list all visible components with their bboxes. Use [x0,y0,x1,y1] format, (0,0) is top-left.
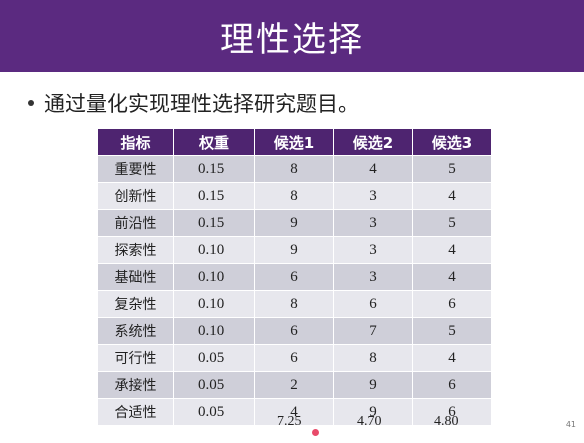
table-row: 基础性 0.10 6 3 4 [97,263,492,291]
criterion-name: 复杂性 [97,290,174,318]
criterion-name: 创新性 [97,182,174,210]
criterion-weight: 0.05 [173,371,255,399]
candidate-2-score: 6 [333,290,413,318]
candidate-1-score: 8 [254,290,334,318]
candidate-1-score: 9 [254,209,334,237]
criterion-name: 探索性 [97,236,174,264]
criterion-weight: 0.10 [173,236,255,264]
criterion-name: 系统性 [97,317,174,345]
candidate-2-score: 9 [333,371,413,399]
criterion-name: 合适性 [97,398,174,426]
candidate-3-score: 4 [412,344,492,372]
page-number: 41 [565,420,576,429]
candidate-1-score: 8 [254,155,334,183]
table-row: 探索性 0.10 9 3 4 [97,236,492,264]
candidate-1-score: 4 [254,398,334,426]
criterion-weight: 0.05 [173,398,255,426]
candidate-2-score: 3 [333,236,413,264]
header-candidate-3: 候选3 [412,128,492,156]
candidate-1-score: 8 [254,182,334,210]
bullet-text: 通过量化实现理性选择研究题目。 [44,92,359,116]
criterion-name: 可行性 [97,344,174,372]
criterion-weight: 0.10 [173,290,255,318]
criterion-weight: 0.15 [173,182,255,210]
candidate-2-score: 9 [333,398,413,426]
table-row: 系统性 0.10 6 7 5 [97,317,492,345]
table-row: 可行性 0.05 6 8 4 [97,344,492,372]
header-candidate-2: 候选2 [333,128,413,156]
candidate-3-score: 5 [412,317,492,345]
candidate-1-score: 9 [254,236,334,264]
criterion-weight: 0.15 [173,155,255,183]
criterion-weight: 0.10 [173,263,255,291]
header-criterion: 指标 [97,128,174,156]
candidate-2-score: 3 [333,263,413,291]
criterion-name: 重要性 [97,155,174,183]
criterion-name: 基础性 [97,263,174,291]
candidate-1-score: 6 [254,263,334,291]
criterion-name: 前沿性 [97,209,174,237]
candidate-1-score: 2 [254,371,334,399]
candidate-2-score: 3 [333,182,413,210]
table-row: 复杂性 0.10 8 6 6 [97,290,492,318]
table-row: 承接性 0.05 2 9 6 [97,371,492,399]
candidate-3-score: 6 [412,371,492,399]
candidate-3-score: 4 [412,182,492,210]
candidate-3-score: 5 [412,155,492,183]
bullet-dot-icon [28,100,34,106]
header-weight: 权重 [173,128,255,156]
criterion-name: 承接性 [97,371,174,399]
candidate-2-score: 3 [333,209,413,237]
candidate-3-score: 6 [412,290,492,318]
table-header-row: 指标 权重 候选1 候选2 候选3 [97,128,492,156]
candidate-3-score: 4 [412,236,492,264]
total-candidate-2: 4.70 [357,414,382,429]
candidate-3-score: 4 [412,263,492,291]
candidate-2-score: 8 [333,344,413,372]
criterion-weight: 0.15 [173,209,255,237]
candidate-2-score: 4 [333,155,413,183]
table-row: 重要性 0.15 8 4 5 [97,155,492,183]
total-candidate-3: 4.80 [434,414,459,429]
candidate-2-score: 7 [333,317,413,345]
header-candidate-1: 候选1 [254,128,334,156]
candidate-3-score: 5 [412,209,492,237]
total-candidate-1: 7.25 [277,414,302,429]
criteria-table: 指标 权重 候选1 候选2 候选3 重要性 0.15 8 4 5 创新性 0.1… [97,128,492,426]
table-row: 创新性 0.15 8 3 4 [97,182,492,210]
pointer-dot-icon [312,429,319,436]
criterion-weight: 0.05 [173,344,255,372]
criterion-weight: 0.10 [173,317,255,345]
slide-title: 理性选择 [220,19,364,60]
title-bar: 理性选择 [0,0,584,72]
candidate-1-score: 6 [254,317,334,345]
table-row: 合适性 0.05 4 9 6 [97,398,492,426]
table-row: 前沿性 0.15 9 3 5 [97,209,492,237]
candidate-1-score: 6 [254,344,334,372]
candidate-3-score: 6 [412,398,492,426]
bullet-point: 通过量化实现理性选择研究题目。 [28,88,359,118]
